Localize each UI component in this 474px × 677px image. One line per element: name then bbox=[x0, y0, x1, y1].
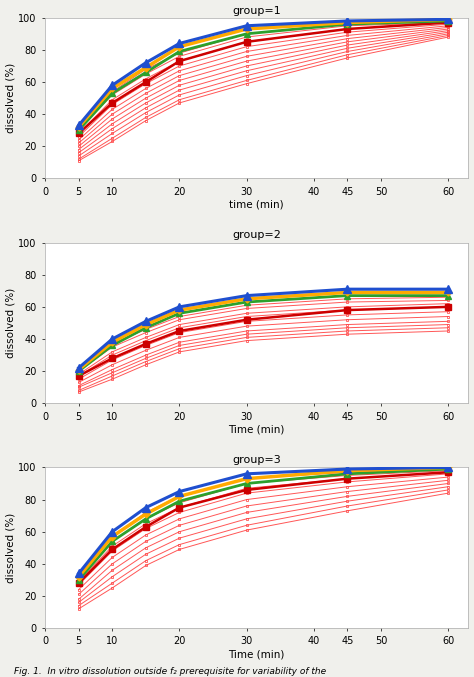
Title: group=1: group=1 bbox=[232, 5, 281, 16]
Y-axis label: dissolved (%): dissolved (%) bbox=[6, 288, 16, 358]
X-axis label: time (min): time (min) bbox=[229, 200, 284, 210]
Y-axis label: dissolved (%): dissolved (%) bbox=[6, 512, 16, 583]
X-axis label: Time (min): Time (min) bbox=[228, 424, 285, 435]
Title: group=2: group=2 bbox=[232, 230, 281, 240]
Text: Fig. 1.  In vitro dissolution outside f₂ prerequisite for variability of the: Fig. 1. In vitro dissolution outside f₂ … bbox=[14, 667, 326, 676]
X-axis label: Time (min): Time (min) bbox=[228, 649, 285, 659]
Y-axis label: dissolved (%): dissolved (%) bbox=[6, 63, 16, 133]
Title: group=3: group=3 bbox=[232, 455, 281, 465]
